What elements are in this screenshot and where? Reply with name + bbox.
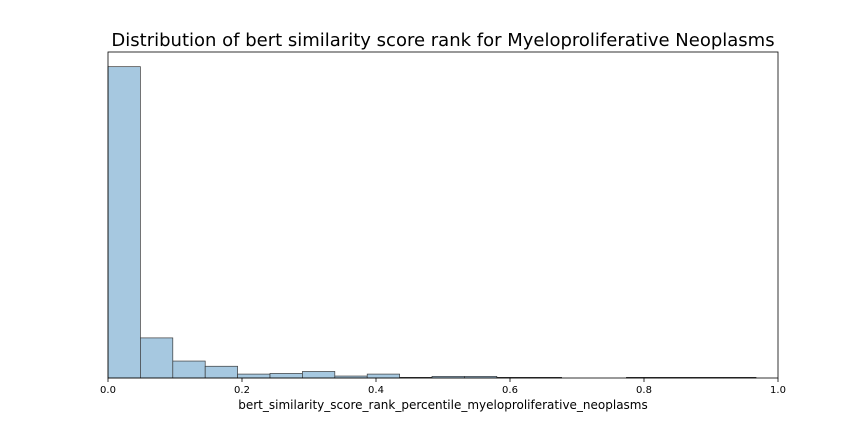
histogram-bar xyxy=(237,373,271,379)
x-axis-ticks: 0.0 0.2 0.4 0.6 0.8 1.0 xyxy=(100,378,786,396)
x-tick-label: 0.0 xyxy=(100,385,116,396)
x-axis-label: bert_similarity_score_rank_percentile_my… xyxy=(238,398,648,412)
histogram-bar xyxy=(172,360,206,379)
x-tick-label: 1.0 xyxy=(770,385,786,396)
x-tick-label: 0.6 xyxy=(502,385,518,396)
x-tick-label: 0.4 xyxy=(368,385,384,396)
histogram-bar xyxy=(140,337,174,379)
histogram-bar xyxy=(269,373,303,379)
x-tick-label: 0.2 xyxy=(234,385,250,396)
histogram-bar xyxy=(107,66,141,379)
histogram-bar xyxy=(302,371,336,379)
plot-frame xyxy=(107,51,779,379)
x-tick-label: 0.8 xyxy=(636,385,652,396)
histogram-bar xyxy=(204,365,238,379)
histogram-bar xyxy=(366,373,400,379)
chart-title: Distribution of bert similarity score ra… xyxy=(111,30,774,51)
